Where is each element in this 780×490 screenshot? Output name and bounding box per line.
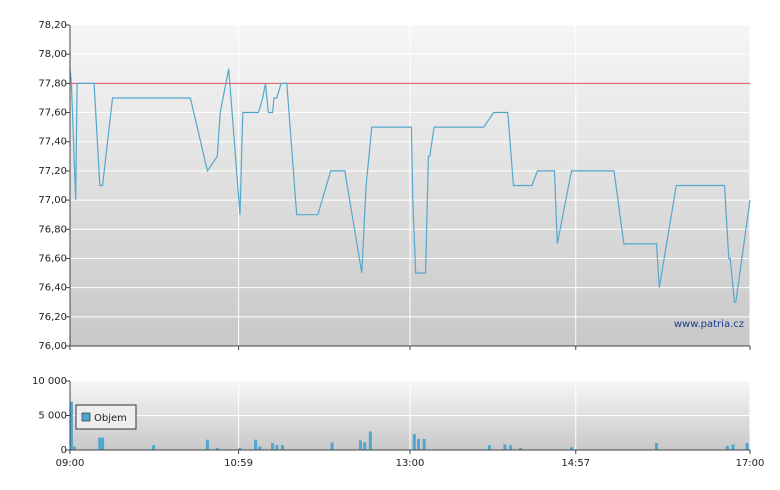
volume-bar: [422, 438, 426, 450]
x-tick-label: 13:00: [396, 458, 425, 469]
y-tick-label: 76,20: [38, 312, 67, 323]
y-tick-label: 77,40: [38, 137, 67, 148]
volume-bar: [412, 434, 416, 450]
volume-bar: [72, 446, 76, 450]
y-tick-label: 77,60: [38, 108, 67, 119]
y-tick-label: 5 000: [38, 411, 67, 422]
volume-bar: [275, 445, 279, 450]
volume-bar: [258, 446, 262, 450]
y-tick-label: 76,60: [38, 253, 67, 264]
volume-bar: [725, 445, 729, 450]
volume-bar: [330, 442, 334, 450]
volume-bar: [519, 447, 522, 450]
legend-swatch: [81, 412, 91, 422]
price-line: [69, 68, 751, 303]
volume-bar: [69, 401, 73, 450]
y-tick-label: 77,80: [38, 78, 67, 89]
y-tick-label: 77,00: [38, 195, 67, 206]
volume-bar: [570, 447, 573, 450]
y-tick-label: 77,20: [38, 166, 67, 177]
x-tick-label: 09:00: [56, 458, 85, 469]
legend-label: Objem: [94, 413, 127, 424]
volume-bar: [271, 443, 275, 450]
y-tick-label: 78,20: [38, 20, 67, 31]
volume-bar: [205, 439, 209, 450]
volume-bar: [98, 437, 102, 450]
volume-bar: [368, 431, 372, 450]
y-tick-label: 0: [61, 445, 67, 456]
x-tick-label: 10:59: [224, 458, 253, 469]
volume-bar: [509, 445, 513, 450]
volume-bar: [487, 445, 491, 450]
y-tick-label: 76,00: [38, 341, 67, 352]
y-tick-label: 10 000: [32, 376, 67, 387]
volume-bar: [101, 437, 105, 450]
volume-bar: [363, 442, 367, 450]
volume-bar: [417, 438, 420, 450]
y-tick-label: 78,00: [38, 49, 67, 60]
volume-bar: [655, 443, 658, 450]
watermark: www.patria.cz: [674, 319, 744, 330]
y-tick-label: 76,40: [38, 283, 67, 294]
volume-bar: [745, 443, 749, 450]
volume-bar: [238, 447, 242, 450]
x-tick-label: 17:00: [736, 458, 765, 469]
volume-bar: [503, 444, 507, 450]
volume-bar: [152, 445, 156, 450]
volume-bar: [358, 440, 362, 450]
x-tick-label: 14:57: [561, 458, 590, 469]
volume-bar: [215, 447, 219, 450]
volume-bar: [731, 444, 735, 450]
y-tick-label: 76,80: [38, 224, 67, 235]
volume-bar: [254, 439, 258, 450]
volume-bar: [281, 445, 284, 450]
